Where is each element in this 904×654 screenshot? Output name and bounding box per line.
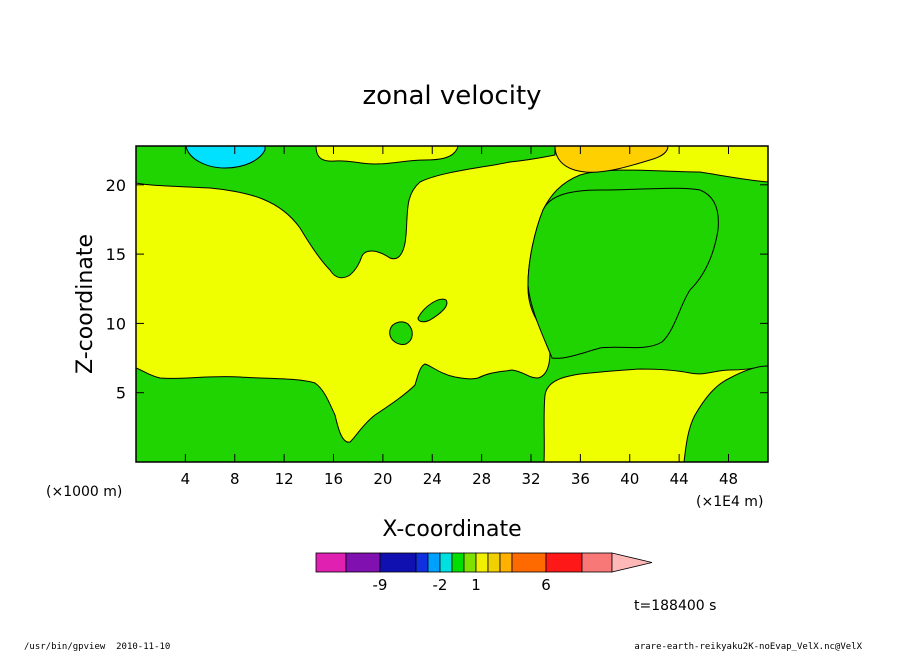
region-yellow-top — [315, 146, 459, 165]
colorbar-box — [581, 552, 613, 573]
x-tick-label: 32 — [521, 470, 540, 488]
x-tick-label: 16 — [324, 470, 343, 488]
colorbar-arrow — [611, 552, 653, 573]
colorbar-label: -2 — [433, 576, 448, 594]
colorbar-box — [379, 552, 417, 573]
y-tick-label: 5 — [116, 384, 126, 403]
colorbar-box — [439, 552, 453, 573]
x-tick-label: 28 — [472, 470, 491, 488]
x-tick-label: 8 — [230, 470, 240, 488]
footer-left: /usr/bin/gpview 2010-11-10 — [24, 642, 171, 652]
colorbar-box — [475, 552, 489, 573]
x-tick-label: 12 — [275, 470, 294, 488]
x-tick-label: 44 — [670, 470, 689, 488]
colorbar-label: -9 — [373, 576, 388, 594]
time-label: t=188400 s — [634, 598, 716, 614]
colorbar-box — [463, 552, 477, 573]
region-green-blob-1 — [389, 321, 413, 345]
chart-title: zonal velocity — [362, 81, 541, 111]
y-axis: 5 10 15 20 — [106, 176, 768, 403]
colorbar-box — [415, 552, 429, 573]
y-tick-label: 10 — [106, 314, 126, 333]
colorbar-box — [345, 552, 381, 573]
x-unit-right: (×1E4 m) — [696, 494, 763, 510]
x-axis-label: X-coordinate — [382, 517, 521, 542]
y-tick-label: 15 — [106, 245, 126, 264]
y-axis-label: Z-coordinate — [73, 234, 98, 374]
colorbar-label: 1 — [471, 576, 481, 594]
x-tick-label: 40 — [620, 470, 639, 488]
region-green-lower-right — [683, 365, 768, 462]
colorbar-box — [451, 552, 465, 573]
colorbar-box — [545, 552, 583, 573]
colorbar: -9 -2 1 6 — [315, 552, 653, 594]
colorbar-box — [427, 552, 441, 573]
region-green-right — [527, 187, 719, 359]
x-axis: 4 8 12 16 20 24 28 32 36 40 44 48 — [181, 146, 738, 488]
region-orange — [554, 146, 669, 173]
x-tick-label: 4 — [181, 470, 191, 488]
x-tick-label: 48 — [719, 470, 738, 488]
x-tick-label: 36 — [571, 470, 590, 488]
x-unit-left: (×1000 m) — [46, 484, 122, 500]
region-cyan — [185, 146, 266, 169]
colorbar-box — [487, 552, 501, 573]
plot-frame — [135, 145, 769, 463]
region-green-blob-2 — [417, 298, 448, 323]
colorbar-box — [511, 552, 547, 573]
colorbar-label: 6 — [541, 576, 551, 594]
footer-right: arare-earth-reikyaku2K-noEvap_VelX.nc@Ve… — [634, 642, 862, 652]
x-tick-label: 20 — [373, 470, 392, 488]
colorbar-box — [315, 552, 347, 573]
colorbar-box — [499, 552, 513, 573]
x-tick-label: 24 — [423, 470, 442, 488]
contour-field — [136, 146, 768, 462]
y-tick-label: 20 — [106, 176, 126, 195]
